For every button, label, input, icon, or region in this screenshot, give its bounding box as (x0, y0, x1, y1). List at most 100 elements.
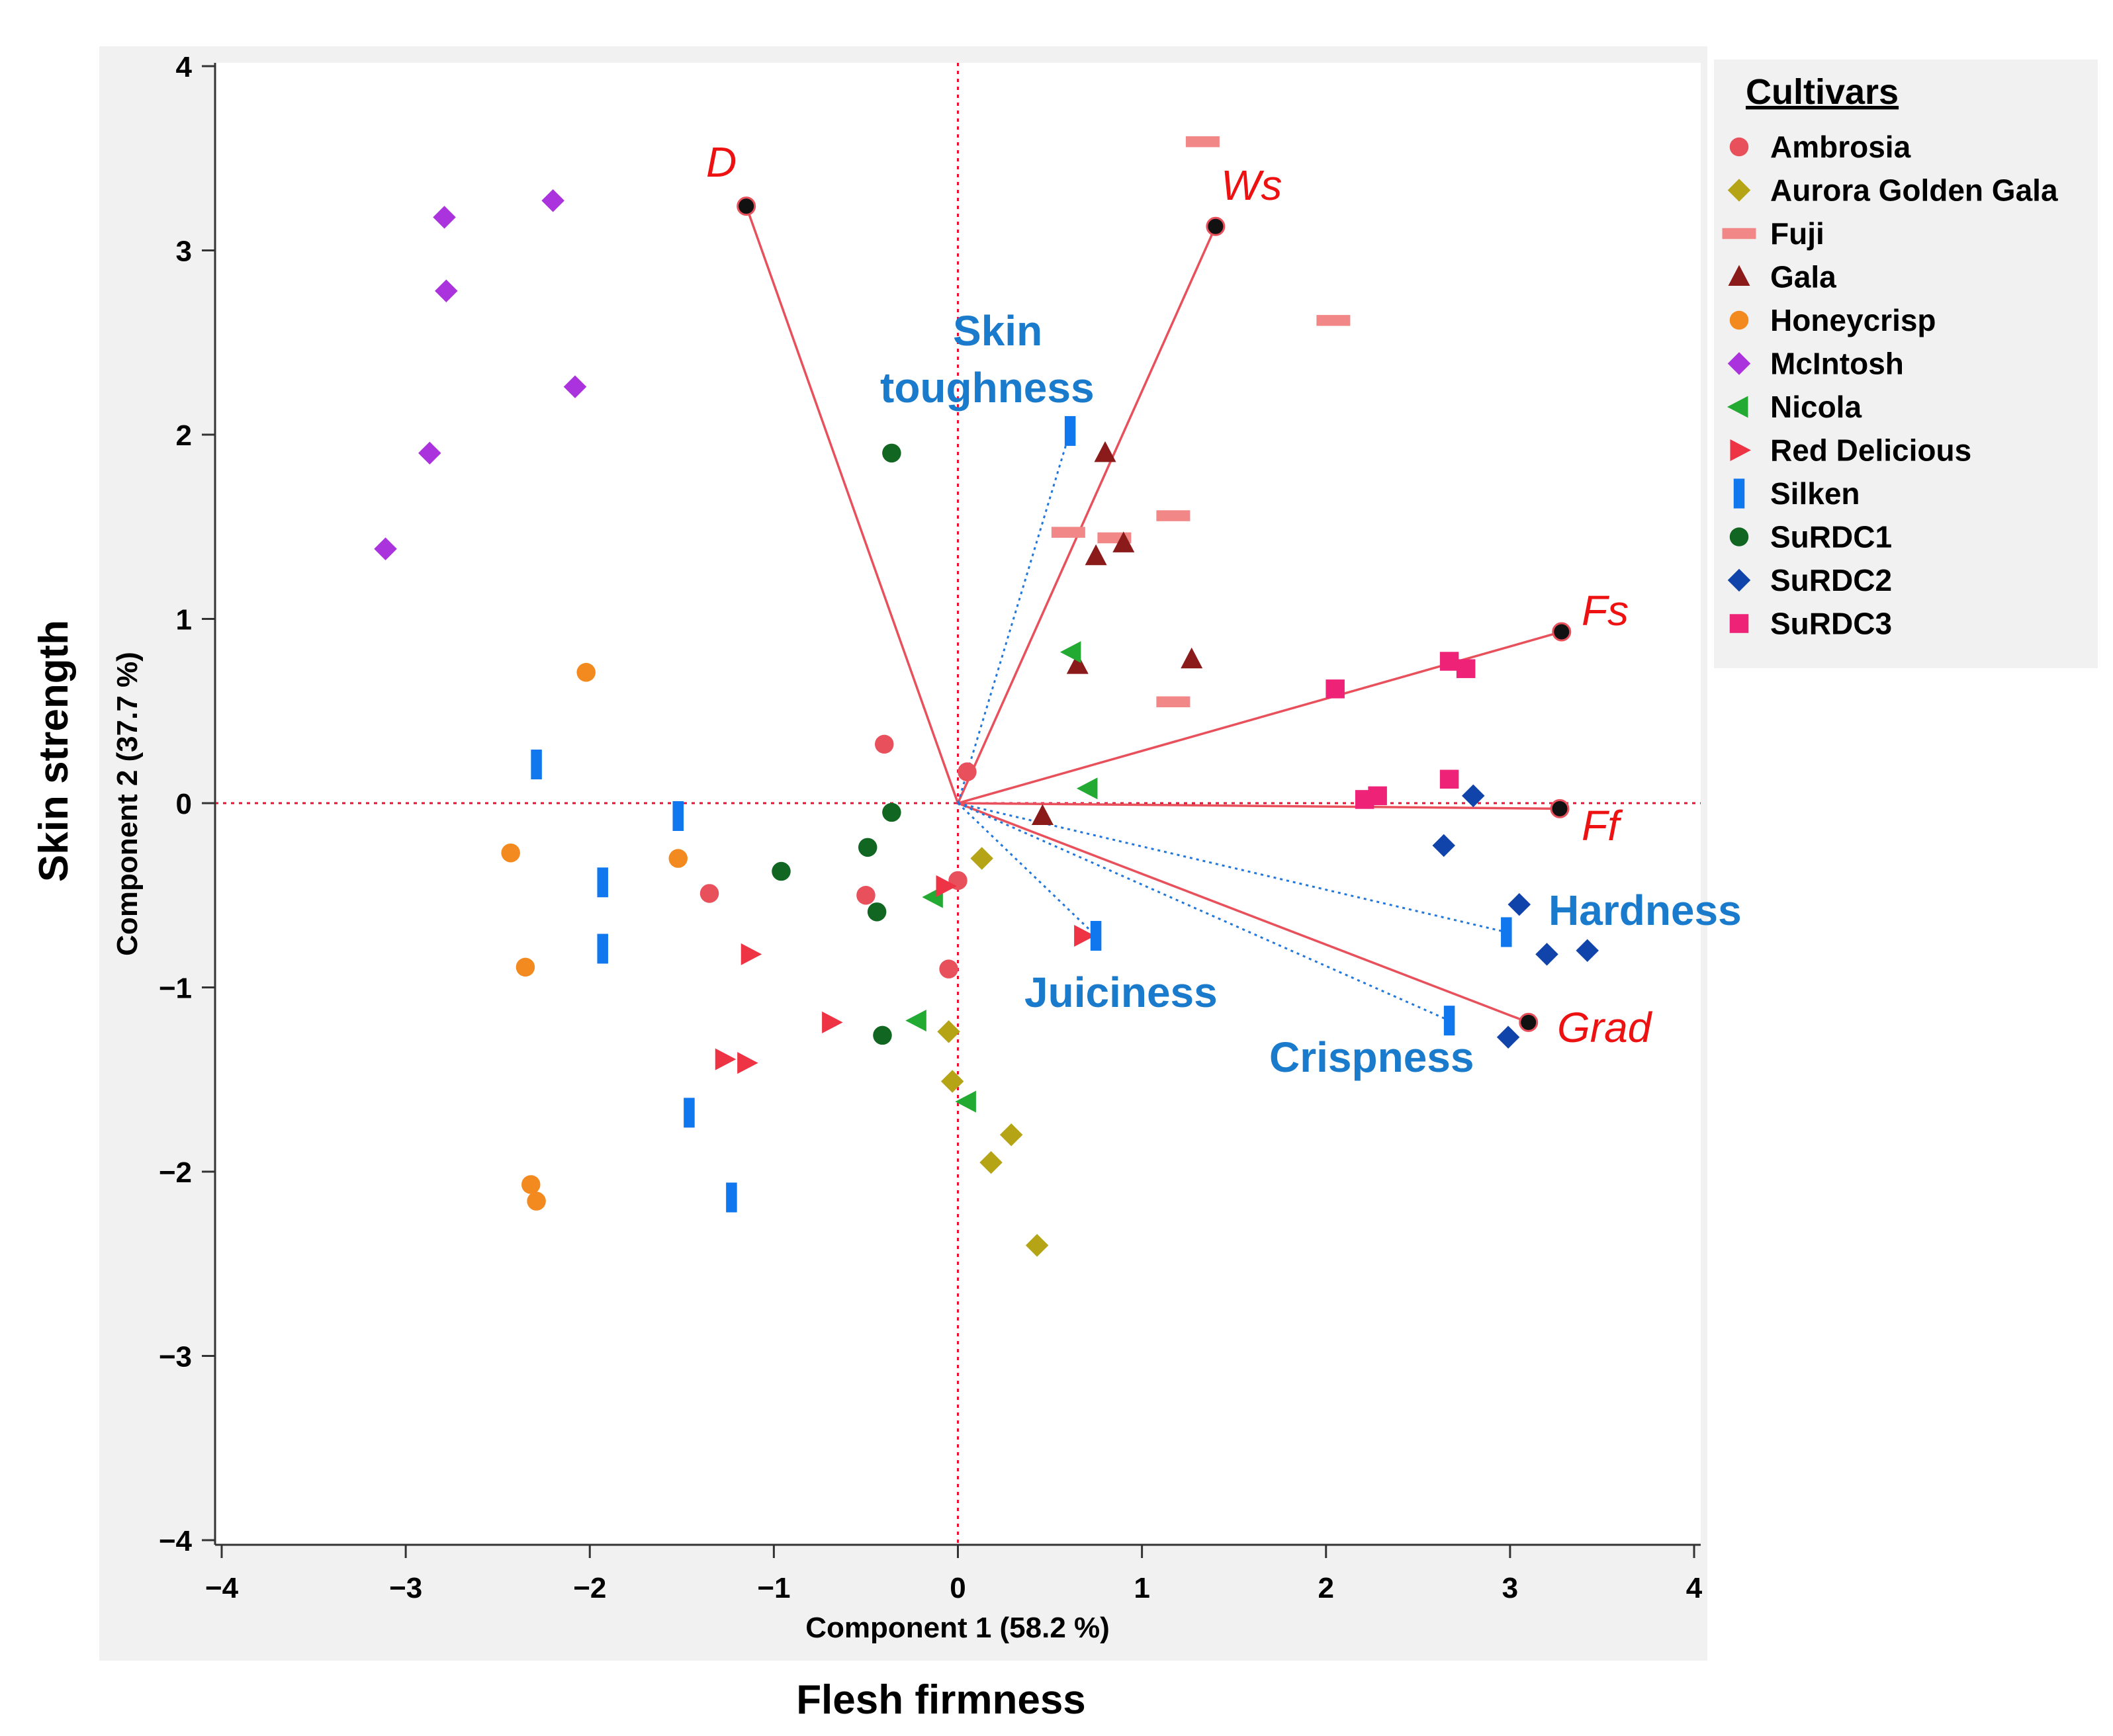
point-surdc1 (882, 443, 901, 463)
point-aurora-golden-gala (1025, 1234, 1049, 1257)
y-axis-title: Skin strength (31, 620, 77, 882)
y-tick-label: 2 (176, 419, 192, 452)
point-aurora-golden-gala (999, 1123, 1023, 1147)
point-aurora-golden-gala (979, 1150, 1003, 1174)
point-aurora-golden-gala (937, 1020, 960, 1043)
legend-marker-surdc1 (1729, 527, 1749, 546)
label-skin: Skin (953, 307, 1042, 355)
vector-endpoint-ws (1206, 216, 1226, 236)
point-silken (1064, 415, 1076, 446)
y-tick-label: −2 (159, 1156, 192, 1189)
point-gala (1094, 441, 1116, 462)
legend-label-surdc3: SuRDC3 (1770, 607, 1892, 641)
vector-endpoint-ff (1550, 799, 1570, 818)
point-surdc2 (1496, 1025, 1520, 1049)
point-surdc2 (1507, 892, 1531, 916)
legend-marker-nicola (1727, 396, 1748, 418)
label-juiciness: Juiciness (1024, 969, 1218, 1016)
point-red-delicious (936, 875, 958, 897)
point-surdc1 (858, 838, 877, 857)
legend-label-nicola: Nicola (1770, 390, 1862, 424)
point-ambrosia (856, 886, 876, 905)
data-points (374, 136, 1599, 1257)
label-ws: Ws (1221, 161, 1282, 209)
legend-label-surdc2: SuRDC2 (1770, 563, 1892, 597)
point-ambrosia (958, 762, 977, 781)
legend-marker-gala (1728, 265, 1750, 286)
point-surdc1 (772, 861, 791, 881)
label-crispness: Crispness (1269, 1033, 1474, 1081)
point-surdc2 (1462, 784, 1485, 808)
x-tick-label: −2 (573, 1572, 606, 1604)
point-aurora-golden-gala (940, 1070, 964, 1093)
point-nicola (1059, 641, 1081, 664)
point-red-delicious (741, 943, 762, 965)
x-tick-label: −4 (205, 1572, 239, 1604)
vector-d (745, 206, 960, 804)
point-fuji (1051, 527, 1085, 538)
point-surdc2 (1535, 943, 1558, 966)
legend-marker-aurora-golden-gala (1727, 179, 1751, 202)
y-tick-label: 1 (176, 604, 192, 636)
point-honeycrisp (576, 663, 596, 682)
point-honeycrisp (668, 849, 688, 868)
x-tick-label: 1 (1134, 1572, 1149, 1604)
y-tick-label: −3 (159, 1341, 192, 1373)
x-tick-label: 4 (1686, 1572, 1703, 1604)
point-red-delicious (737, 1052, 758, 1074)
point-gala (1112, 531, 1135, 552)
point-gala (1066, 653, 1089, 674)
point-surdc2 (1432, 834, 1455, 857)
point-nicola (905, 1010, 926, 1032)
legend-marker-surdc2 (1727, 568, 1751, 592)
x-tick-label: 0 (950, 1572, 966, 1604)
point-surdc1 (867, 902, 887, 922)
point-red-delicious (715, 1048, 737, 1070)
point-mcintosh (541, 189, 564, 212)
legend-background (1714, 60, 2098, 668)
point-fuji (1185, 136, 1220, 148)
point-silken (1090, 921, 1102, 951)
point-red-delicious (822, 1011, 843, 1033)
point-mcintosh (418, 441, 441, 465)
point-ambrosia (875, 734, 894, 754)
x-axis-label: Component 1 (58.2 %) (805, 1612, 1110, 1644)
point-nicola (1076, 777, 1098, 800)
vector-endpoint-grad (1519, 1012, 1539, 1032)
vector-grad (957, 802, 1529, 1024)
y-tick-label: 3 (176, 236, 192, 268)
legend-marker-mcintosh (1727, 352, 1751, 375)
legend-marker-silken (1733, 478, 1745, 509)
point-fuji (1156, 510, 1191, 521)
y-tick-label: 4 (176, 51, 193, 83)
point-honeycrisp (521, 1175, 541, 1194)
vector-endpoint-fs (1552, 622, 1572, 642)
point-silken (531, 750, 542, 780)
vector-labels: D Ws Fs Ff Grad Skin toughness Juiciness… (706, 138, 1742, 1081)
vector-juiciness (957, 802, 1097, 937)
point-ambrosia (699, 884, 719, 903)
point-mcintosh (374, 537, 397, 560)
legend-label-silken: Silken (1770, 476, 1860, 511)
point-surdc1 (873, 1025, 892, 1045)
y-axis-label: Component 2 (37.7 %) (111, 652, 144, 956)
point-mcintosh (435, 279, 458, 303)
point-mcintosh (563, 375, 587, 398)
legend-marker-fuji (1722, 228, 1756, 239)
point-fuji (1316, 315, 1351, 326)
legend-label-surdc1: SuRDC1 (1770, 520, 1892, 554)
point-honeycrisp (501, 843, 520, 863)
legend-label-mcintosh: McIntosh (1770, 347, 1904, 381)
vector-skin-toughness (957, 430, 1071, 804)
point-nicola (955, 1090, 976, 1113)
point-fuji (1156, 696, 1191, 708)
label-hardness: Hardness (1549, 887, 1742, 934)
label-ff: Ff (1582, 802, 1623, 849)
point-gala (1181, 647, 1203, 669)
point-aurora-golden-gala (970, 847, 993, 870)
vector-ws (956, 226, 1217, 804)
point-surdc3 (1456, 659, 1476, 678)
point-surdc3 (1439, 769, 1459, 789)
legend-marker-surdc3 (1729, 614, 1749, 633)
